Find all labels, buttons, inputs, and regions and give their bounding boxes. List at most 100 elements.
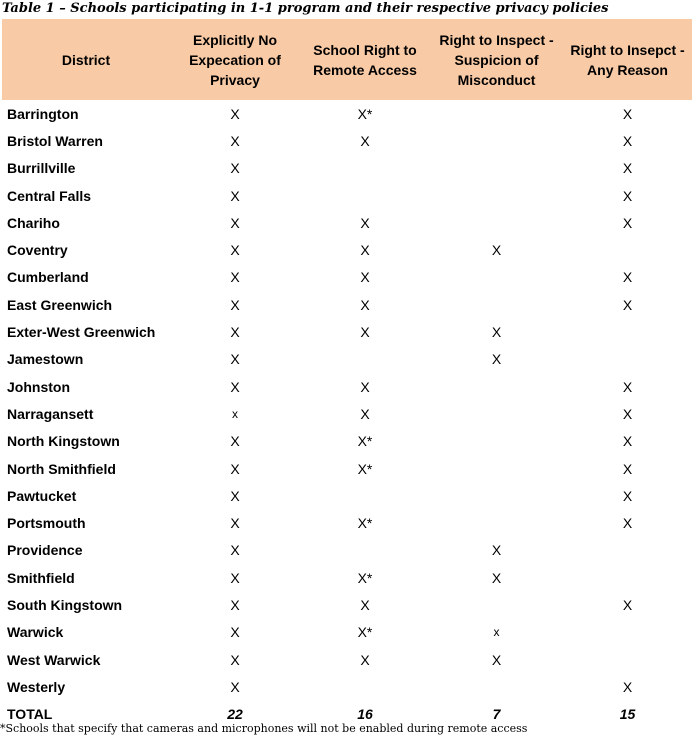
cell-district: Westerly — [7, 678, 66, 695]
total-label: TOTAL — [7, 706, 53, 723]
table-caption: Table 1 – Schools participating in 1-1 p… — [2, 1, 609, 16]
total-no-expectation: 22 — [227, 706, 243, 723]
table-row: Providence X X — [2, 537, 692, 564]
cell-inspect-suspicion: x — [493, 625, 500, 640]
cell-inspect-any-reason: X — [622, 678, 633, 695]
cell-remote-access — [300, 537, 430, 564]
cell-district: East Greenwich — [7, 296, 113, 313]
cell-remote-access — [300, 346, 430, 373]
cell-no-expectation: X — [230, 296, 240, 313]
cell-district: Cumberland — [7, 269, 89, 286]
column-header-remote-access: School Right to Remote Access — [313, 41, 417, 78]
cell-remote-access: X* — [357, 569, 373, 586]
cell-no-expectation: x — [232, 406, 238, 421]
cell-no-expectation: X — [230, 324, 240, 341]
cell-no-expectation: X — [230, 242, 240, 259]
table-row: Pawtucket X X — [2, 482, 692, 509]
table-row: Narragansett x X X — [2, 400, 692, 427]
cell-no-expectation: X — [230, 132, 240, 149]
table-row: North Kingstown X X* X — [2, 428, 692, 455]
cell-no-expectation: X — [230, 105, 240, 122]
cell-no-expectation: X — [230, 542, 240, 559]
cell-inspect-suspicion: X — [491, 651, 502, 668]
cell-district: Portsmouth — [7, 515, 86, 532]
cell-district: Coventry — [7, 242, 68, 259]
cell-inspect-any-reason: X — [622, 132, 633, 149]
cell-district: Barrington — [7, 105, 79, 122]
cell-inspect-suspicion — [430, 209, 563, 236]
cell-remote-access — [300, 482, 430, 509]
cell-inspect-suspicion — [430, 291, 563, 318]
table-row: Westerly X X — [2, 673, 692, 700]
table-row: West Warwick X X X — [2, 646, 692, 673]
cell-inspect-suspicion — [430, 482, 563, 509]
cell-no-expectation: X — [230, 351, 240, 368]
cell-no-expectation: X — [230, 515, 240, 532]
cell-no-expectation: X — [230, 678, 240, 695]
table-row: East Greenwich X X X — [2, 291, 692, 318]
cell-inspect-any-reason: X — [622, 160, 633, 177]
total-inspect-suspicion: 7 — [492, 706, 501, 723]
cell-no-expectation: X — [230, 187, 240, 204]
cell-no-expectation: X — [230, 433, 240, 450]
column-header-inspect-suspicion: Right to Inspect - Suspicion of Miscondu… — [439, 31, 554, 88]
header-row: District Explicitly No Expecation of Pri… — [2, 19, 692, 100]
cell-no-expectation: X — [230, 569, 240, 586]
cell-remote-access: X* — [357, 515, 373, 532]
cell-inspect-suspicion: X — [491, 242, 502, 259]
cell-district: North Smithfield — [7, 460, 116, 477]
cell-district: Exter-West Greenwich — [7, 324, 156, 341]
cell-inspect-suspicion: X — [491, 569, 502, 586]
cell-remote-access: X* — [357, 460, 373, 477]
cell-inspect-suspicion — [430, 100, 563, 127]
cell-remote-access: X — [360, 405, 370, 422]
total-inspect-any-reason: 15 — [619, 706, 636, 723]
table-row: Chariho X X X — [2, 209, 692, 236]
cell-district: Chariho — [7, 214, 60, 231]
cell-inspect-any-reason — [563, 537, 692, 564]
cell-inspect-suspicion — [430, 127, 563, 154]
table-row: Cumberland X X X — [2, 264, 692, 291]
cell-inspect-any-reason — [563, 236, 692, 263]
cell-district: Central Falls — [7, 187, 92, 204]
table-row: Barrington X X* X — [2, 100, 692, 127]
cell-no-expectation: X — [230, 269, 240, 286]
cell-remote-access: X* — [357, 433, 373, 450]
cell-remote-access: X — [360, 324, 370, 341]
table-row: North Smithfield X X* X — [2, 455, 692, 482]
cell-remote-access: X — [360, 378, 370, 395]
cell-remote-access: X — [360, 296, 370, 313]
cell-inspect-suspicion: X — [491, 351, 502, 368]
cell-no-expectation: X — [230, 596, 240, 613]
cell-district: Narragansett — [7, 405, 94, 422]
cell-no-expectation: X — [230, 214, 240, 231]
total-remote-access: 16 — [357, 706, 373, 723]
table-row: Coventry X X X — [2, 236, 692, 263]
cell-district: Jamestown — [7, 351, 84, 368]
cell-inspect-suspicion — [430, 373, 563, 400]
cell-remote-access: X — [360, 132, 370, 149]
cell-inspect-any-reason: X — [622, 515, 633, 532]
cell-remote-access — [300, 673, 430, 700]
cell-inspect-suspicion — [430, 182, 563, 209]
cell-inspect-any-reason — [563, 346, 692, 373]
cell-inspect-any-reason: X — [622, 105, 633, 122]
total-row: TOTAL 22 16 7 15 — [2, 701, 692, 728]
cell-no-expectation: X — [230, 460, 240, 477]
cell-inspect-any-reason — [563, 564, 692, 591]
cell-remote-access: X — [360, 651, 370, 668]
cell-no-expectation: X — [230, 624, 240, 641]
table-row: Central Falls X X — [2, 182, 692, 209]
cell-inspect-suspicion — [430, 673, 563, 700]
cell-inspect-suspicion — [430, 400, 563, 427]
table-row: South Kingstown X X X — [2, 591, 692, 618]
cell-district: Burrillville — [7, 160, 76, 177]
cell-district: Warwick — [7, 624, 64, 641]
cell-remote-access: X — [360, 242, 370, 259]
cell-remote-access: X — [360, 596, 370, 613]
cell-inspect-suspicion: X — [491, 324, 502, 341]
cell-inspect-any-reason — [563, 318, 692, 345]
cell-inspect-suspicion — [430, 455, 563, 482]
cell-inspect-any-reason — [563, 646, 692, 673]
cell-no-expectation: X — [230, 160, 240, 177]
